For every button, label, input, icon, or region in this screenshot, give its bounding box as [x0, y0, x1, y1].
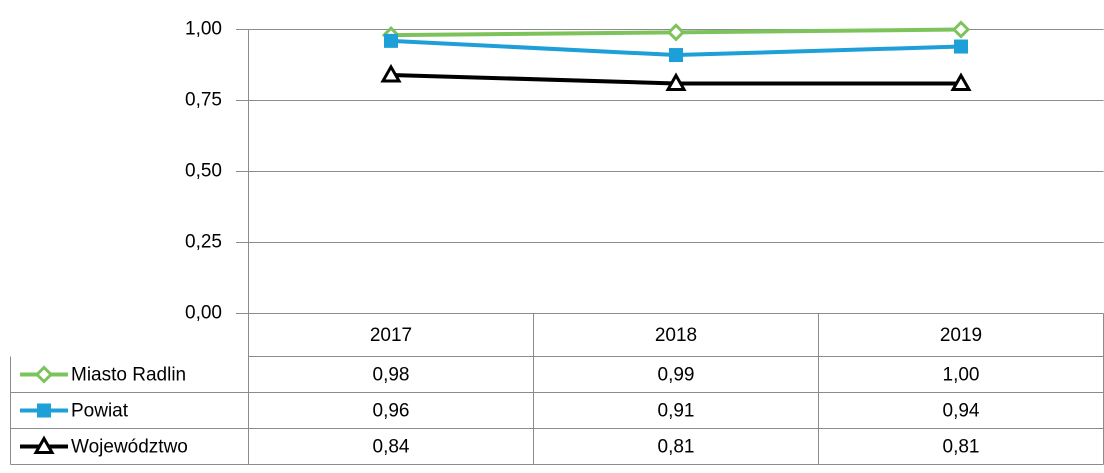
x-tick-label: 2018 [655, 325, 697, 346]
x-tick-label: 2019 [940, 325, 982, 346]
marker [666, 23, 686, 42]
x-tick-label: 2017 [370, 325, 412, 346]
marker [669, 48, 683, 63]
marker [954, 39, 968, 54]
table-value: 1,00 [943, 365, 980, 386]
marker [951, 20, 971, 39]
legend-marker [34, 365, 54, 384]
marker [665, 72, 687, 91]
legend-label: Powiat [71, 401, 129, 422]
marker [384, 33, 398, 48]
table-value: 0,98 [373, 365, 410, 386]
legend-marker [33, 435, 55, 454]
legend-label: Miasto Radlin [71, 365, 186, 386]
y-tick-label: 0,00 [185, 303, 222, 324]
legend-marker [37, 403, 51, 418]
legend-label: Województwo [71, 437, 188, 458]
y-tick-label: 1,00 [185, 19, 222, 40]
y-tick-label: 0,25 [185, 232, 222, 253]
table-value: 0,94 [943, 401, 980, 422]
table-value: 0,81 [943, 437, 980, 458]
y-tick-label: 0,75 [185, 90, 222, 111]
marker [950, 72, 972, 91]
table-value: 0,96 [373, 401, 410, 422]
table-value: 0,84 [373, 437, 410, 458]
y-tick-label: 0,50 [185, 161, 222, 182]
table-value: 0,81 [658, 437, 695, 458]
marker [380, 63, 402, 83]
table-value: 0,99 [658, 365, 695, 386]
table-value: 0,91 [658, 401, 695, 422]
